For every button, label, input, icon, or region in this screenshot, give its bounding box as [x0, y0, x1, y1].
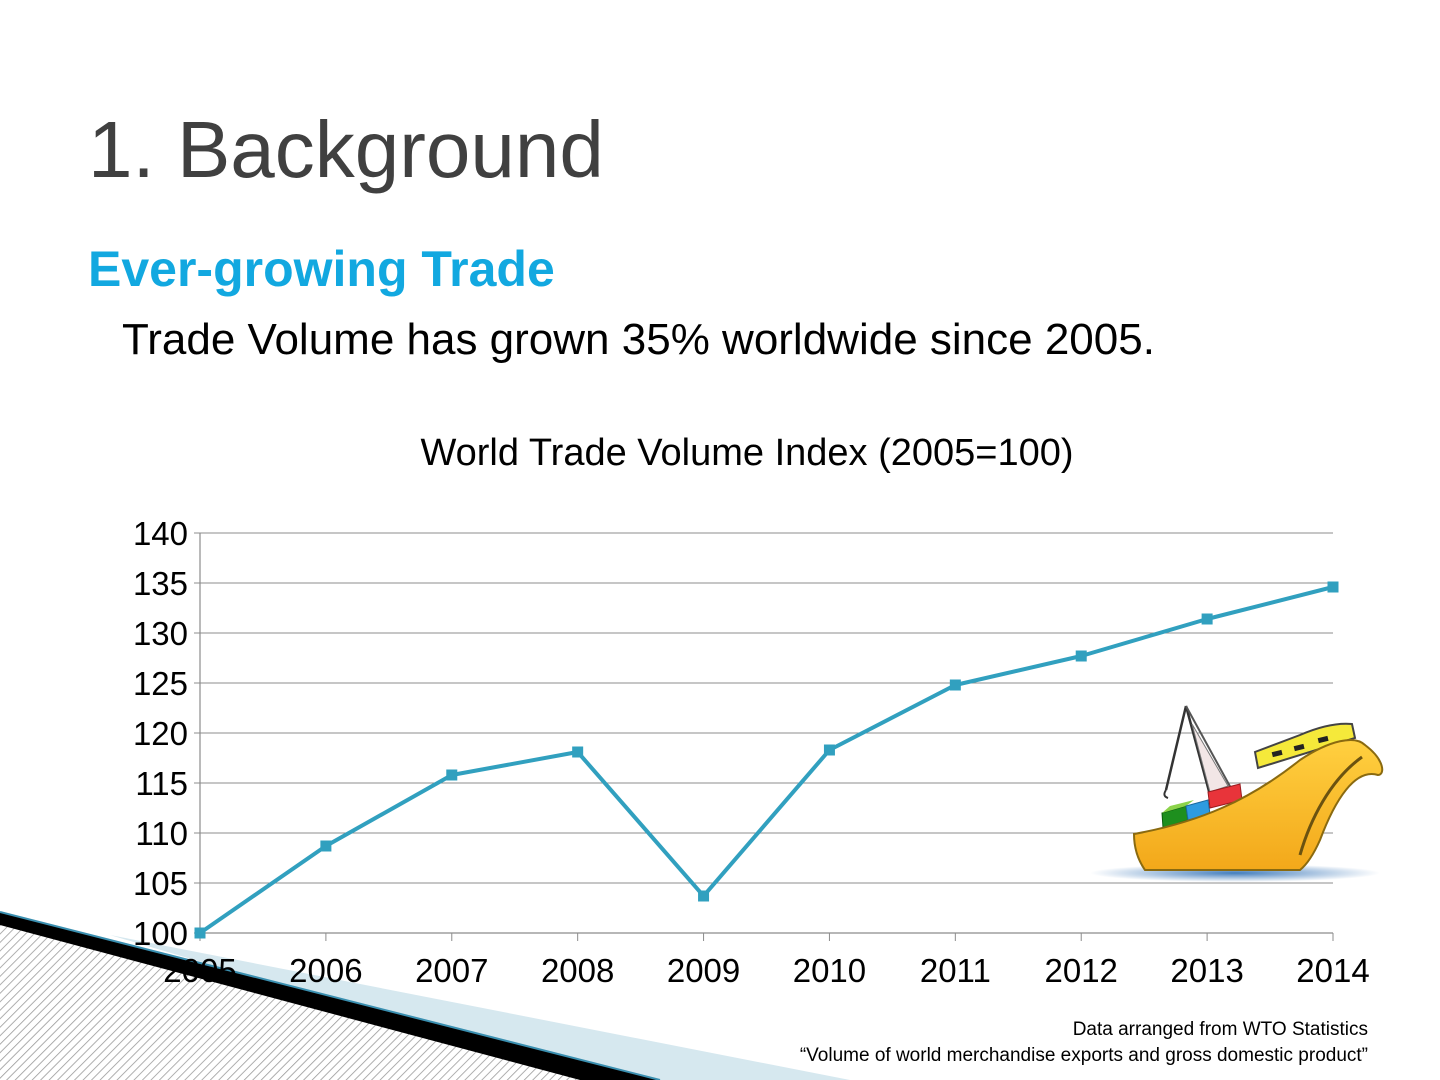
- x-tick-label: 2009: [667, 952, 740, 989]
- series-line: [198, 585, 1334, 935]
- x-tick-label: 2007: [415, 952, 488, 989]
- data-point-2013: [1201, 613, 1213, 625]
- corner-stripe-graphic: [0, 911, 850, 1080]
- y-tick-label: 140: [133, 515, 188, 552]
- chart-title: World Trade Volume Index (2005=100): [420, 432, 1074, 474]
- x-tick-label: 2012: [1045, 952, 1118, 989]
- x-tick-label: 2010: [793, 952, 866, 989]
- data-point-2008: [572, 746, 584, 758]
- series-trade-volume: [194, 581, 1339, 939]
- data-point-2010: [823, 744, 835, 756]
- y-tick-label: 115: [135, 765, 188, 802]
- y-tick-label: 120: [133, 715, 188, 752]
- section-subtitle: Ever-growing Trade: [88, 241, 555, 297]
- y-tick-label: 135: [133, 565, 188, 602]
- x-tick-label: 2013: [1170, 952, 1243, 989]
- data-point-2014: [1327, 581, 1339, 593]
- y-tick-label: 105: [133, 865, 188, 902]
- axes: 100 105 110 115 120 125 130 135 140 2005 2006 2007 2…: [133, 515, 1370, 989]
- slide-title: 1. Background: [88, 105, 604, 194]
- x-tick-label: 2008: [541, 952, 614, 989]
- y-tick-label: 100: [133, 915, 188, 952]
- data-point-2011: [949, 679, 961, 691]
- data-point-2005: [194, 927, 206, 939]
- x-tick-label: 2014: [1296, 952, 1369, 989]
- y-tick-label: 130: [133, 615, 188, 652]
- headline-statement: Trade Volume has grown 35% worldwide sin…: [122, 315, 1155, 364]
- data-point-2006: [320, 840, 332, 852]
- source-line-2: “Volume of world merchandise exports and…: [799, 1045, 1368, 1067]
- data-point-2009: [698, 890, 710, 902]
- data-point-2012: [1075, 650, 1087, 662]
- y-tick-label: 125: [133, 665, 188, 702]
- data-point-2007: [446, 769, 458, 781]
- source-note: Data arranged from WTO Statistics “Volum…: [800, 1017, 1368, 1069]
- y-tick-label: 110: [135, 815, 188, 852]
- x-tick-label: 2006: [289, 952, 362, 989]
- x-tick-label: 2011: [920, 952, 991, 989]
- x-tick-label: 2005: [163, 952, 236, 989]
- cargo-ship-illustration: [1090, 705, 1384, 882]
- source-line-1: Data arranged from WTO Statistics: [1072, 1019, 1368, 1040]
